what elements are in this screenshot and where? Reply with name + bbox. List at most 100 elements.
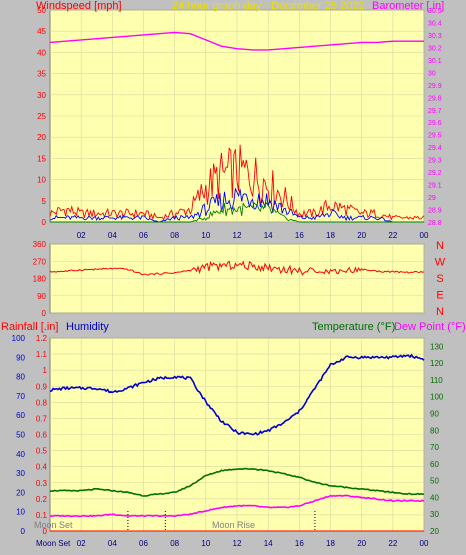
rainfall-tick-label: 0.7 [36, 414, 48, 423]
humidity-tick-label: 100 [12, 334, 26, 343]
barometer-tick-label: 29.6 [428, 120, 442, 127]
barometer-tick-label: 29.9 [428, 83, 442, 90]
direction-gridlines [50, 243, 425, 314]
temperature-tick-label: 50 [430, 477, 439, 486]
windspeed-axis: 0 5 10 15 20 25 30 35 40 45 50 [37, 6, 46, 227]
weather-time-tick-label: 04 [108, 539, 117, 548]
rainfall-tick-label: 1 [43, 366, 48, 375]
moon-set-label: Moon Set [34, 520, 73, 530]
barometer-tick-label: 29.2 [428, 170, 442, 177]
rainfall-tick-label: 0.5 [36, 447, 48, 456]
barometer-tick-label: 29.8 [428, 95, 442, 102]
wind-time-tick-label: 08 [170, 231, 179, 240]
compass-label: N [436, 306, 444, 318]
windspeed-tick-label: 50 [37, 6, 46, 15]
barometer-tick-label: 30.1 [428, 58, 442, 65]
barometer-tick-label: 28.8 [428, 220, 442, 227]
humidity-axis: 0 10 20 30 40 50 60 70 80 90 100 [12, 334, 26, 536]
humidity-tick-label: 10 [16, 508, 25, 517]
humidity-tick-label: 40 [16, 450, 25, 459]
barometer-tick-label: 29.7 [428, 108, 442, 115]
humidity-line [49, 353, 425, 436]
temperature-label: Temperature (°F) [312, 321, 395, 333]
wind-time-tick-label: 06 [139, 231, 148, 240]
wind-time-tick-label: 02 [77, 231, 86, 240]
rainfall-tick-label: 1.2 [36, 334, 48, 343]
moon-markers [127, 511, 316, 531]
humidity-tick-label: 90 [16, 353, 25, 362]
rainfall-tick-label: 0.6 [36, 431, 48, 440]
wind-time-tick-label: 14 [264, 231, 273, 240]
compass-label: S [436, 273, 443, 285]
direction-tick-label: 360 [33, 240, 47, 249]
wind-time-tick-label: 18 [326, 231, 335, 240]
weather-time-tick-label: 20 [357, 539, 366, 548]
weather-time-tick-label: 12 [233, 539, 242, 548]
barometer-tick-label: 30 [428, 70, 436, 77]
humidity-label: Humidity [66, 321, 109, 333]
temperature-tick-label: 100 [430, 393, 444, 402]
windspeed-tick-label: 20 [37, 133, 46, 142]
compass-label: N [436, 240, 444, 252]
windspeed-tick-label: 5 [42, 197, 47, 206]
barometer-tick-label: 29.1 [428, 183, 442, 190]
temperature-tick-label: 90 [430, 410, 439, 419]
weather-time-axis: 02 04 06 08 10 12 14 16 18 20 22 00 [77, 539, 429, 548]
temperature-tick-label: 130 [430, 342, 444, 351]
weather-time-tick-label: 16 [295, 539, 304, 548]
moon-rise-label: Moon Rise [212, 520, 255, 530]
rainfall-tick-label: 0.8 [36, 398, 48, 407]
rainfall-tick-label: 0.1 [36, 511, 48, 520]
rainfall-tick-label: 0.4 [36, 463, 48, 472]
windspeed-tick-label: 0 [42, 218, 47, 227]
barometer-tick-label: 28.9 [428, 208, 442, 215]
temperature-tick-label: 110 [430, 376, 443, 385]
rainfall-label: Rainfall [.in] [1, 321, 58, 333]
windspeed-tick-label: 45 [37, 27, 46, 36]
wind-time-tick-label: 12 [233, 231, 242, 240]
rainfall-tick-label: 0.9 [36, 382, 48, 391]
barometer-tick-label: 29.5 [428, 133, 442, 140]
temperature-tick-label: 30 [430, 510, 439, 519]
weather-time-tick-label: 18 [326, 539, 335, 548]
wind-time-tick-label: 22 [388, 231, 397, 240]
wind-gust-line [49, 144, 425, 221]
direction-degree-axis: 0 90 180 270 360 [33, 240, 47, 318]
barometer-tick-label: 30.2 [428, 45, 442, 52]
wind-time-tick-label: 20 [357, 231, 366, 240]
barometer-line [49, 31, 424, 51]
weather-time-tick-label: 02 [77, 539, 86, 548]
moon-set-axis-label: Moon Set [36, 539, 71, 548]
wind-series-group [49, 144, 425, 223]
temperature-line [49, 467, 425, 497]
temperature-tick-label: 80 [430, 426, 439, 435]
wind-time-tick-label: 04 [108, 231, 117, 240]
rainfall-tick-label: 0 [43, 527, 48, 536]
windspeed-label: Windspeed [mph] [36, 0, 122, 12]
wind-gridlines [50, 9, 425, 223]
wind-average-line [49, 187, 424, 223]
weather-time-tick-label: 08 [170, 539, 179, 548]
direction-tick-label: 0 [42, 309, 47, 318]
barometer-tick-label: 30.4 [428, 20, 442, 27]
wind-time-axis: 02 04 06 08 10 12 14 16 18 20 22 00 [77, 231, 429, 240]
graph-title: 24 hour graph day - December 25 2022 [172, 0, 365, 12]
barometer-label: Barometer [.in] [372, 0, 444, 12]
barometer-tick-label: 29 [428, 195, 436, 202]
temperature-tick-label: 70 [430, 443, 439, 452]
wind-direction-line [49, 260, 425, 276]
direction-tick-label: 270 [33, 257, 47, 266]
weather-time-tick-label: 10 [201, 539, 210, 548]
direction-tick-label: 90 [37, 292, 46, 301]
rainfall-tick-label: 0.3 [36, 479, 48, 488]
humidity-tick-label: 60 [16, 411, 25, 420]
humidity-tick-label: 50 [16, 431, 25, 440]
humidity-tick-label: 70 [16, 392, 25, 401]
windspeed-tick-label: 40 [37, 48, 46, 57]
windspeed-tick-label: 30 [37, 91, 46, 100]
humidity-tick-label: 0 [21, 527, 26, 536]
dew-point-label: Dew Point (°F) [394, 321, 466, 333]
temperature-tick-label: 60 [430, 460, 439, 469]
rainfall-tick-label: 1.1 [36, 350, 48, 359]
